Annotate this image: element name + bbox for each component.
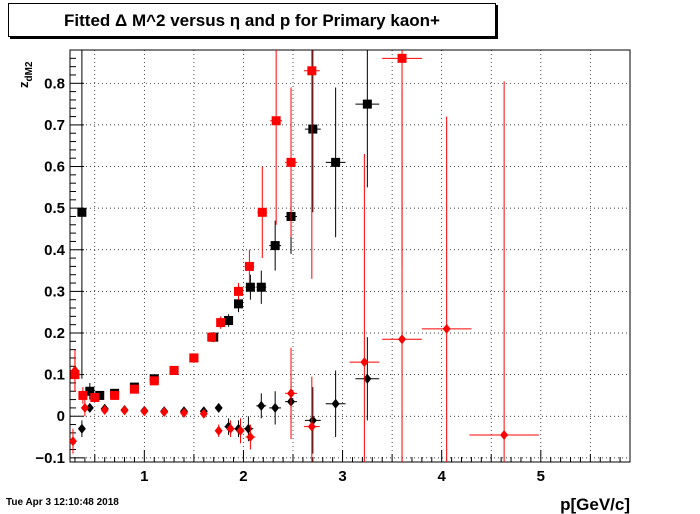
data-point-square bbox=[286, 157, 296, 167]
data-point-square bbox=[189, 353, 199, 363]
y-tick-label: 0 bbox=[57, 408, 65, 425]
y-tick-label: 0.2 bbox=[44, 325, 65, 342]
data-point-square bbox=[270, 241, 280, 251]
data-point-square bbox=[331, 157, 341, 167]
data-point-diamond bbox=[236, 425, 245, 436]
x-tick-label: 2 bbox=[239, 468, 247, 485]
data-point-diamond bbox=[244, 423, 253, 434]
data-point-diamond bbox=[214, 402, 223, 413]
data-point-square bbox=[245, 282, 255, 292]
data-point-square bbox=[233, 286, 243, 296]
data-point-diamond bbox=[100, 404, 109, 415]
y-tick-label: 0.8 bbox=[44, 75, 65, 92]
x-tick-label: 3 bbox=[338, 468, 346, 485]
x-tick-label: 1 bbox=[140, 468, 148, 485]
y-tick-label: 0.6 bbox=[44, 159, 65, 176]
data-point-diamond bbox=[226, 423, 235, 434]
data-point-diamond bbox=[68, 436, 77, 447]
data-point-square bbox=[233, 299, 243, 309]
data-point-diamond bbox=[199, 408, 208, 419]
data-point-square bbox=[308, 124, 318, 134]
data-point-diamond bbox=[140, 406, 149, 417]
data-point-diamond bbox=[160, 407, 169, 418]
plot-frame bbox=[69, 49, 631, 463]
x-tick-label: 4 bbox=[438, 468, 447, 485]
data-point-square bbox=[77, 207, 87, 217]
data-point-diamond bbox=[331, 398, 340, 409]
data-point-diamond bbox=[287, 388, 296, 399]
data-point-diamond bbox=[360, 357, 369, 368]
chart-title: Fitted Δ M^2 versus η and p for Primary … bbox=[64, 11, 440, 30]
data-point-diamond bbox=[246, 432, 255, 443]
data-point-square bbox=[271, 116, 281, 126]
data-point-square bbox=[207, 332, 217, 342]
data-point-diamond bbox=[214, 425, 223, 436]
y-tick-label: 0.1 bbox=[44, 367, 65, 384]
data-point-diamond bbox=[500, 429, 509, 440]
y-axis-title: zdM2 bbox=[16, 61, 35, 88]
y-tick-label: 0.4 bbox=[44, 242, 66, 259]
data-point-diamond bbox=[257, 400, 266, 411]
y-tick-label: 0.7 bbox=[44, 117, 65, 134]
y-tick-label: 0.5 bbox=[44, 200, 65, 217]
data-point-diamond bbox=[120, 405, 129, 416]
series-square-red bbox=[70, 50, 422, 404]
data-point-diamond bbox=[363, 373, 372, 384]
data-points bbox=[68, 50, 539, 462]
data-point-square bbox=[90, 392, 100, 402]
data-point-square bbox=[78, 390, 88, 400]
grid-lines bbox=[70, 50, 630, 462]
data-point-diamond bbox=[442, 323, 451, 334]
chart-title-box: Fitted Δ M^2 versus η and p for Primary … bbox=[8, 3, 496, 37]
data-point-square bbox=[110, 390, 120, 400]
data-point-square bbox=[149, 376, 159, 386]
y-tick-label: −0.1 bbox=[35, 450, 65, 467]
data-point-square bbox=[129, 384, 139, 394]
data-point-diamond bbox=[308, 415, 317, 426]
y-axis-title-sub: dM2 bbox=[24, 61, 35, 81]
data-point-square bbox=[85, 386, 95, 396]
timestamp: Tue Apr 3 12:10:48 2018 bbox=[6, 497, 119, 508]
data-point-diamond bbox=[80, 402, 89, 413]
data-point-square bbox=[216, 318, 226, 328]
data-point-square bbox=[257, 207, 267, 217]
data-point-square bbox=[256, 282, 266, 292]
y-axis-title-main: z bbox=[16, 81, 31, 88]
x-tick-label: 5 bbox=[537, 468, 545, 485]
series-diamond-black bbox=[77, 337, 380, 454]
data-point-square bbox=[307, 66, 317, 76]
data-point-diamond bbox=[179, 407, 188, 418]
data-point-square bbox=[169, 365, 179, 375]
x-axis-title: p[GeV/c] bbox=[560, 495, 630, 514]
data-point-diamond bbox=[398, 334, 407, 345]
data-point-diamond bbox=[307, 421, 316, 432]
series-square-black bbox=[77, 50, 380, 400]
data-point-square bbox=[397, 53, 407, 63]
data-point-square bbox=[244, 261, 254, 271]
data-point-square bbox=[95, 390, 105, 400]
data-point-diamond bbox=[70, 365, 79, 376]
axis-ticks: 1 2 3 4 5 −0.1 0 0.1 0.2 0.3 0.4 0.5 0.6 0.7 0.8 bbox=[35, 49, 631, 485]
series-diamond-red bbox=[68, 81, 539, 462]
data-point-diamond bbox=[77, 423, 86, 434]
data-point-diamond bbox=[271, 402, 280, 413]
y-tick-label: 0.3 bbox=[44, 283, 65, 300]
data-point-square bbox=[224, 316, 234, 326]
data-point-square bbox=[362, 99, 372, 109]
data-point-diamond bbox=[85, 402, 94, 413]
